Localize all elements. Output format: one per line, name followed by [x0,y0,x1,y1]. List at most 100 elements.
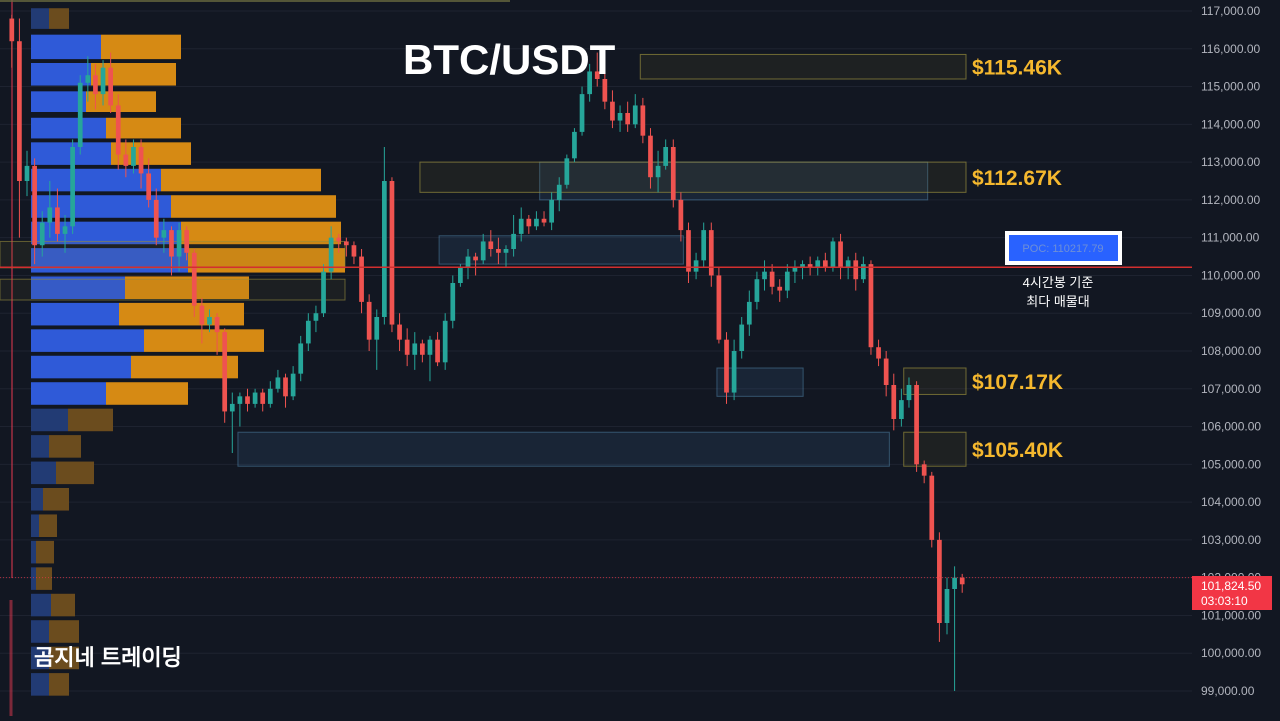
volume-profile-sell [161,168,321,192]
volume-profile-buy [31,673,49,696]
axis-tick-label: 105,000.00 [1201,457,1261,471]
poc-note-line2: 최다 매물대 [1026,294,1089,309]
candle-body [146,173,152,200]
candle-body [237,396,243,404]
candle-body [458,267,463,283]
candle-body [594,71,600,79]
candle-body [526,218,532,227]
candle-body [792,267,798,272]
candle-body [176,230,182,257]
volume-profile-buy [31,221,181,245]
candle-body [572,131,577,159]
candle-body [313,313,319,321]
candle-body [169,230,174,257]
candle-body [336,237,342,242]
candle-body [420,343,425,355]
candle-body [777,286,783,291]
candle-body [784,271,790,291]
candle-body [39,222,45,246]
volume-profile-sell [43,488,69,511]
label-layer: $115.46K $112.67K $107.17K $105.40K BTC/USDT… [34,36,1063,670]
candle-body [47,207,53,223]
axis-tick-label: 104,000.00 [1201,495,1261,509]
axis-tick-label: 108,000.00 [1201,344,1261,358]
candle-body [207,317,212,325]
poc-note-line1: 4시간봉 기준 [1023,275,1094,290]
level-label: $112.67K [972,167,1062,190]
candle-body [853,260,859,280]
volume-profile-buy [31,488,43,511]
candle-body [62,226,68,234]
candle-body [686,230,691,272]
candle-body [579,94,585,132]
candle-body [564,158,570,185]
volume-profile-sell [49,646,79,670]
candle-body [17,41,22,181]
volume-profile-sell [111,142,191,165]
axis-tick-label: 112,000.00 [1201,193,1260,207]
price-axis: 117,000.00 116,000.00 115,000.00 114,000.00… [1192,0,1280,716]
candle-body [382,181,387,317]
candle-body [556,184,562,200]
volume-profile-sell [36,567,52,590]
candle-body [883,358,889,385]
volume-profile-buy [31,540,36,564]
candle-body [678,199,684,231]
candle-body [184,230,190,253]
candle-body [359,256,364,302]
candle-body [861,264,866,280]
candle-body [298,343,304,374]
candle-body [503,249,509,253]
candle-body [518,218,524,234]
volume-profile-sell [68,408,113,432]
axis-tick-label: 101,000.00 [1201,608,1261,622]
blue-zone [237,431,890,467]
candle-body [822,260,828,268]
candle-body [389,181,395,325]
candle-body [9,18,15,42]
candle-body [290,373,296,397]
candle-body [24,165,30,181]
candle-body [283,377,288,397]
axis-tick-label: 110,000.00 [1201,268,1260,282]
level-zone [0,278,346,301]
candle-body [32,165,37,246]
volume-profile-buy [31,408,68,432]
candle-body [731,351,737,393]
volume-profile [31,8,345,696]
candle-body [214,317,220,333]
volume-profile-sell [144,329,264,352]
candle-body [199,305,205,325]
axis-tick-label: 113,000.00 [1201,155,1260,169]
candle-body [876,347,881,359]
candle-body [191,252,197,306]
candle-body [511,233,516,249]
volume-profile-buy [31,646,49,670]
candle-body [328,237,334,272]
candle-body [587,71,592,95]
candle-body [77,82,83,147]
candle-body [815,260,821,268]
candle-body [670,147,676,200]
candle-body [914,385,919,465]
candle-body [655,165,661,178]
volume-profile-buy [31,514,39,537]
level-zone [903,367,967,395]
volume-profile-sell [49,8,69,29]
candle-body [93,75,98,95]
volume-profile-sell [49,673,69,696]
candle-body [100,67,106,95]
axis-tick-label: 109,000.00 [1201,306,1261,320]
level-label: $105.40K [972,439,1063,462]
candle-body [465,256,471,268]
candle-body [891,385,897,419]
candle-body [739,324,745,351]
candle-body [701,230,707,261]
candle-body [724,339,729,393]
candle-body [245,396,250,404]
axis-tick-label: 115,000.00 [1201,80,1260,94]
candle-body [625,113,631,125]
